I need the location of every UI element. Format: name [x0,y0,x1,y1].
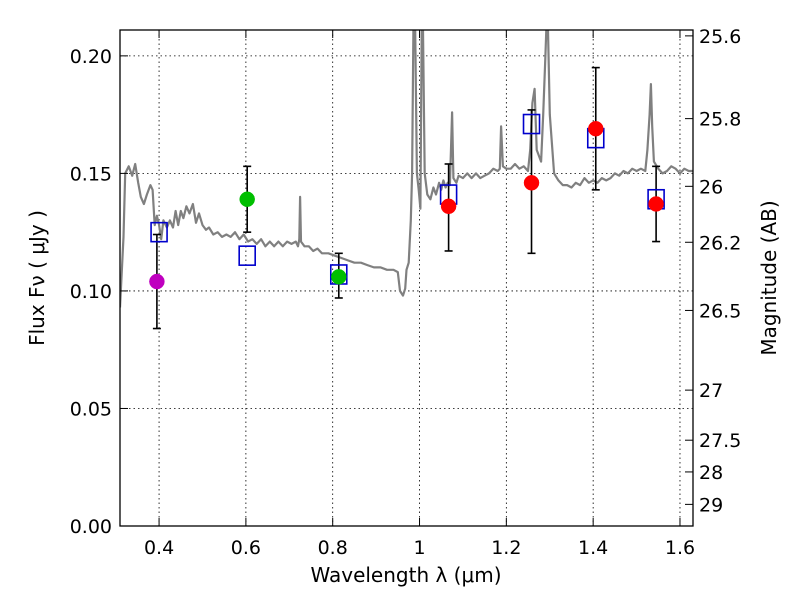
observed-point [149,273,165,290]
right-axis-title: Magnitude (AB) [757,200,781,355]
x-tick-label: 0.8 [318,537,348,559]
right-tick-label: 27 [699,380,723,402]
y-tick-label: 0.15 [70,163,112,185]
right-tick-label: 25.6 [699,26,741,48]
right-tick-label: 29 [699,494,723,516]
x-tick-label: 1.2 [491,537,521,559]
x-tick-label: 1 [413,537,425,559]
y-tick-label: 0.20 [70,46,112,68]
plot-frame [119,29,694,527]
model-photometry-square [522,113,541,135]
observed-point [648,196,664,212]
right-tick-label: 26.5 [699,300,741,322]
x-axis-title: Wavelength λ (μm) [310,563,501,587]
observed-point [588,120,604,137]
right-tick-label: 25.8 [699,109,741,131]
right-tick-label: 27.5 [699,430,741,452]
x-tick-label: 0.6 [231,537,261,559]
axis-ticks: 0.4 0.6 0.8 1 1.2 1.4 1.6 0.00 0.05 0.10 0.15 0.20 2… [70,26,742,559]
data-markers [149,113,665,290]
model-photometry-square [238,245,256,266]
model-spectrum-layer [120,30,693,308]
y-axis-title: Flux Fν ( μJy ) [25,210,49,346]
x-tick-label: 1.6 [665,537,695,559]
observed-point [331,269,347,285]
x-tick-label: 1.4 [578,537,608,559]
observed-point [239,191,255,208]
spectrum-line [120,30,693,308]
right-tick-label: 26.2 [699,232,741,254]
right-tick-label: 26 [699,176,723,198]
y-tick-label: 0.00 [70,516,112,538]
error-bars [152,66,661,330]
right-tick-label: 28 [699,462,723,484]
observed-point [523,175,540,191]
model-photometry-square [150,221,168,243]
y-tick-label: 0.10 [70,281,112,303]
x-tick-label: 0.4 [144,537,174,559]
observed-point [440,198,457,215]
y-tick-label: 0.05 [70,398,112,420]
